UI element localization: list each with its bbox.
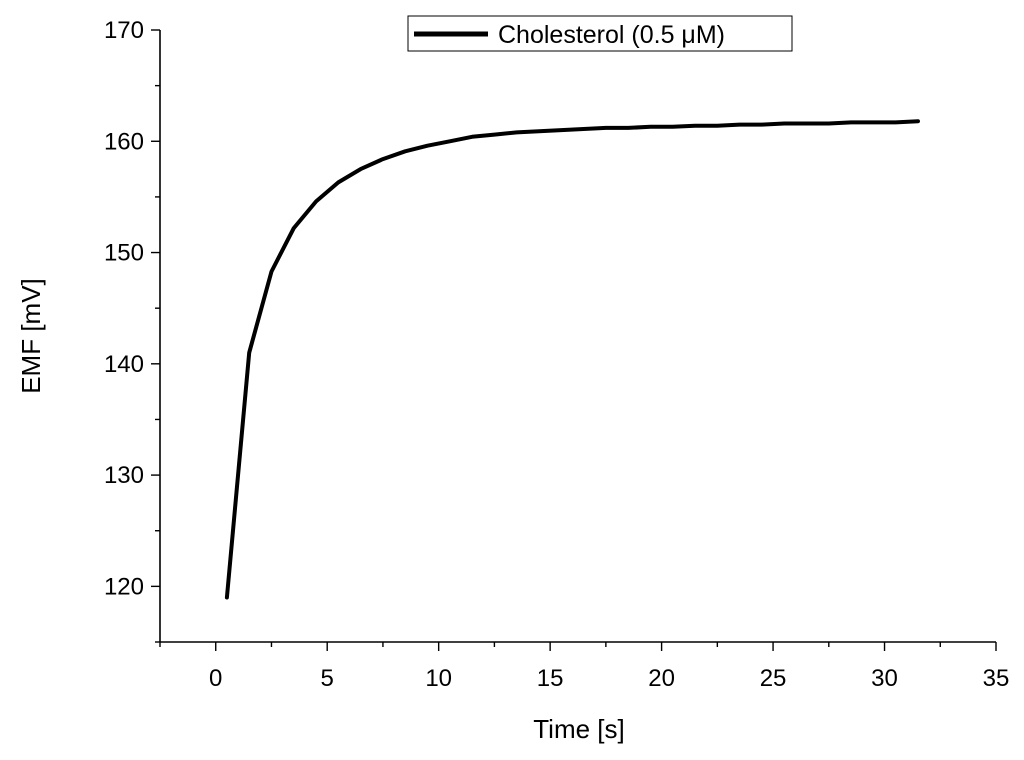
series-layer	[224, 119, 920, 600]
y-tick-label: 160	[104, 128, 144, 155]
series-line	[224, 119, 920, 600]
x-tick-label: 5	[321, 665, 334, 692]
axes	[159, 30, 996, 643]
y-tick-label: 150	[104, 240, 144, 267]
legend: Cholesterol (0.5 μM)	[407, 15, 793, 52]
x-tick-label: 10	[425, 665, 452, 692]
axis-ticks: 0 5 10 15 20 25 30 35 120 130 140 150 160 170	[104, 17, 1009, 692]
y-tick-label: 140	[104, 351, 144, 378]
legend-label: Cholesterol (0.5 μM)	[498, 21, 725, 49]
x-axis-title: Time [s]	[533, 714, 624, 744]
x-tick-label: 30	[871, 665, 898, 692]
x-tick-label: 35	[983, 665, 1010, 692]
x-tick-label: 20	[648, 665, 675, 692]
y-tick-label: 170	[104, 17, 144, 44]
y-axis-title: EMF [mV]	[16, 278, 46, 394]
x-tick-label: 25	[760, 665, 787, 692]
x-tick-label: 15	[537, 665, 564, 692]
y-tick-label: 120	[104, 573, 144, 600]
x-tick-label: 0	[209, 665, 222, 692]
y-tick-label: 130	[104, 462, 144, 489]
